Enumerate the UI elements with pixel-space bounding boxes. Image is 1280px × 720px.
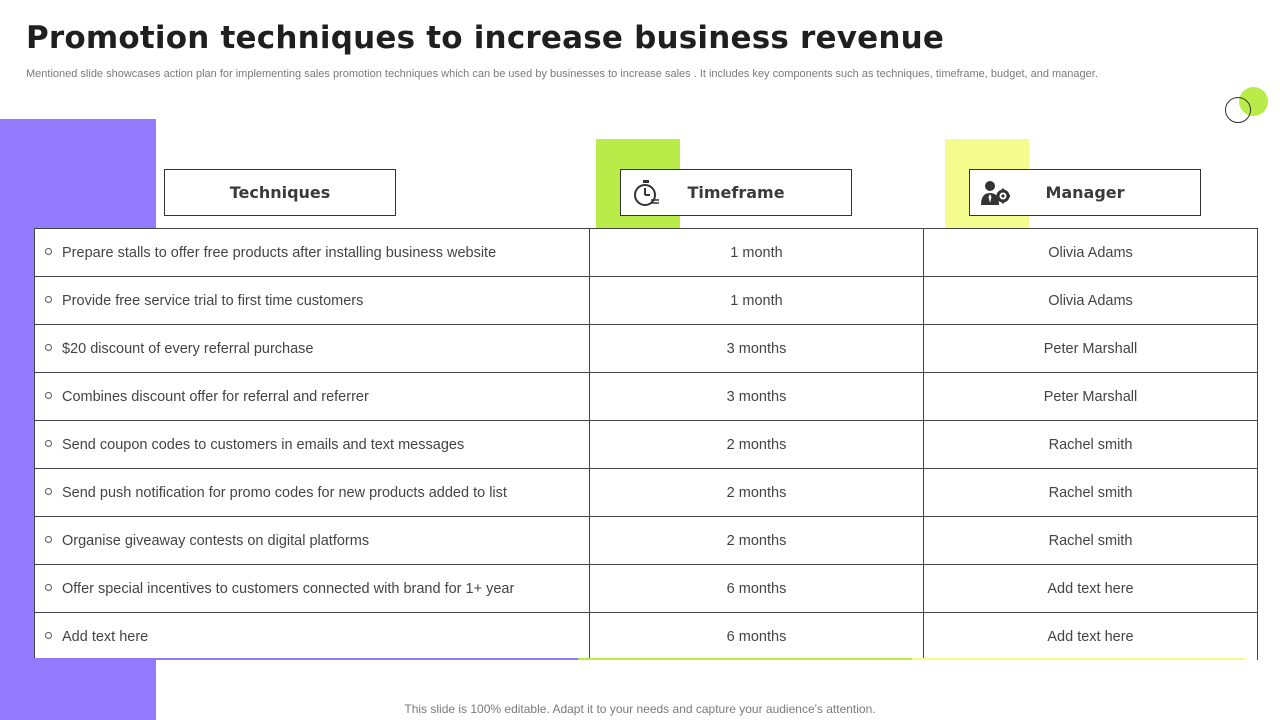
ring-decoration — [1225, 97, 1251, 123]
manager-cell: Peter Marshall — [923, 372, 1258, 421]
bullet-icon — [45, 488, 52, 496]
footer-note: This slide is 100% editable. Adapt it to… — [404, 702, 876, 716]
manager-cell: Olivia Adams — [923, 276, 1258, 325]
manager-cell: Add text here — [923, 564, 1258, 613]
technique-cell: Offer special incentives to customers co… — [34, 564, 590, 613]
bullet-icon — [45, 248, 52, 256]
timeframe-cell: 2 months — [589, 468, 924, 517]
manager-header-label: Manager — [1045, 183, 1125, 202]
technique-cell: Add text here — [34, 612, 590, 660]
timeframe-cell: 1 month — [589, 276, 924, 325]
timeframe-cell: 3 months — [589, 324, 924, 373]
technique-cell: Send push notification for promo codes f… — [34, 468, 590, 517]
bullet-icon — [45, 440, 52, 448]
manager-header: Manager — [969, 169, 1201, 216]
timeframe-cell: 1 month — [589, 228, 924, 277]
technique-cell: Prepare stalls to offer free products af… — [34, 228, 590, 277]
technique-text: Prepare stalls to offer free products af… — [62, 244, 497, 261]
techniques-header-label: Techniques — [229, 183, 331, 202]
table-row: Add text here 6 months Add text here — [34, 612, 1258, 660]
techniques-header: Techniques — [164, 169, 396, 216]
timeframe-cell: 3 months — [589, 372, 924, 421]
timeframe-header-label: Timeframe — [687, 183, 785, 202]
technique-text: Offer special incentives to customers co… — [62, 580, 515, 597]
technique-text: Add text here — [62, 628, 149, 645]
manager-cell: Olivia Adams — [923, 228, 1258, 277]
technique-cell: Provide free service trial to first time… — [34, 276, 590, 325]
timeframe-cell: 2 months — [589, 516, 924, 565]
bullet-icon — [45, 584, 52, 592]
technique-cell: Send coupon codes to customers in emails… — [34, 420, 590, 469]
manager-cell: Rachel smith — [923, 516, 1258, 565]
bullet-icon — [45, 392, 52, 400]
technique-text: Send coupon codes to customers in emails… — [62, 436, 465, 453]
manager-cell: Peter Marshall — [923, 324, 1258, 373]
table-row: Combines discount offer for referral and… — [34, 372, 1258, 421]
technique-text: Organise giveaway contests on digital pl… — [62, 532, 370, 549]
page-title: Promotion techniques to increase busines… — [26, 20, 945, 56]
bullet-icon — [45, 296, 52, 304]
table-row: Organise giveaway contests on digital pl… — [34, 516, 1258, 565]
stopwatch-icon — [634, 180, 659, 206]
bullet-icon — [45, 536, 52, 544]
technique-cell: Combines discount offer for referral and… — [34, 372, 590, 421]
yellow-bottom-line — [912, 658, 1246, 660]
page-subtitle: Mentioned slide showcases action plan fo… — [26, 68, 1098, 80]
timeframe-cell: 6 months — [589, 612, 924, 660]
manager-cell: Rachel smith — [923, 468, 1258, 517]
table-row: Provide free service trial to first time… — [34, 276, 1258, 325]
technique-cell: $20 discount of every referral purchase — [34, 324, 590, 373]
technique-text: $20 discount of every referral purchase — [62, 340, 314, 357]
timeframe-cell: 2 months — [589, 420, 924, 469]
bullet-icon — [45, 632, 52, 640]
timeframe-cell: 6 months — [589, 564, 924, 613]
technique-text: Combines discount offer for referral and… — [62, 388, 369, 405]
table-row: $20 discount of every referral purchase 3… — [34, 324, 1258, 373]
technique-text: Provide free service trial to first time… — [62, 292, 364, 309]
technique-text: Send push notification for promo codes f… — [62, 484, 507, 501]
manager-gear-icon — [981, 181, 1010, 205]
table-row: Send coupon codes to customers in emails… — [34, 420, 1258, 469]
table-row: Prepare stalls to offer free products af… — [34, 228, 1258, 277]
purple-bottom-line — [34, 658, 578, 660]
green-bottom-line — [578, 658, 912, 660]
table-row: Send push notification for promo codes f… — [34, 468, 1258, 517]
technique-cell: Organise giveaway contests on digital pl… — [34, 516, 590, 565]
promotion-table: Prepare stalls to offer free products af… — [34, 228, 1258, 660]
timeframe-header: Timeframe — [620, 169, 852, 216]
table-row: Offer special incentives to customers co… — [34, 564, 1258, 613]
manager-cell: Rachel smith — [923, 420, 1258, 469]
bullet-icon — [45, 344, 52, 352]
manager-cell: Add text here — [923, 612, 1258, 660]
